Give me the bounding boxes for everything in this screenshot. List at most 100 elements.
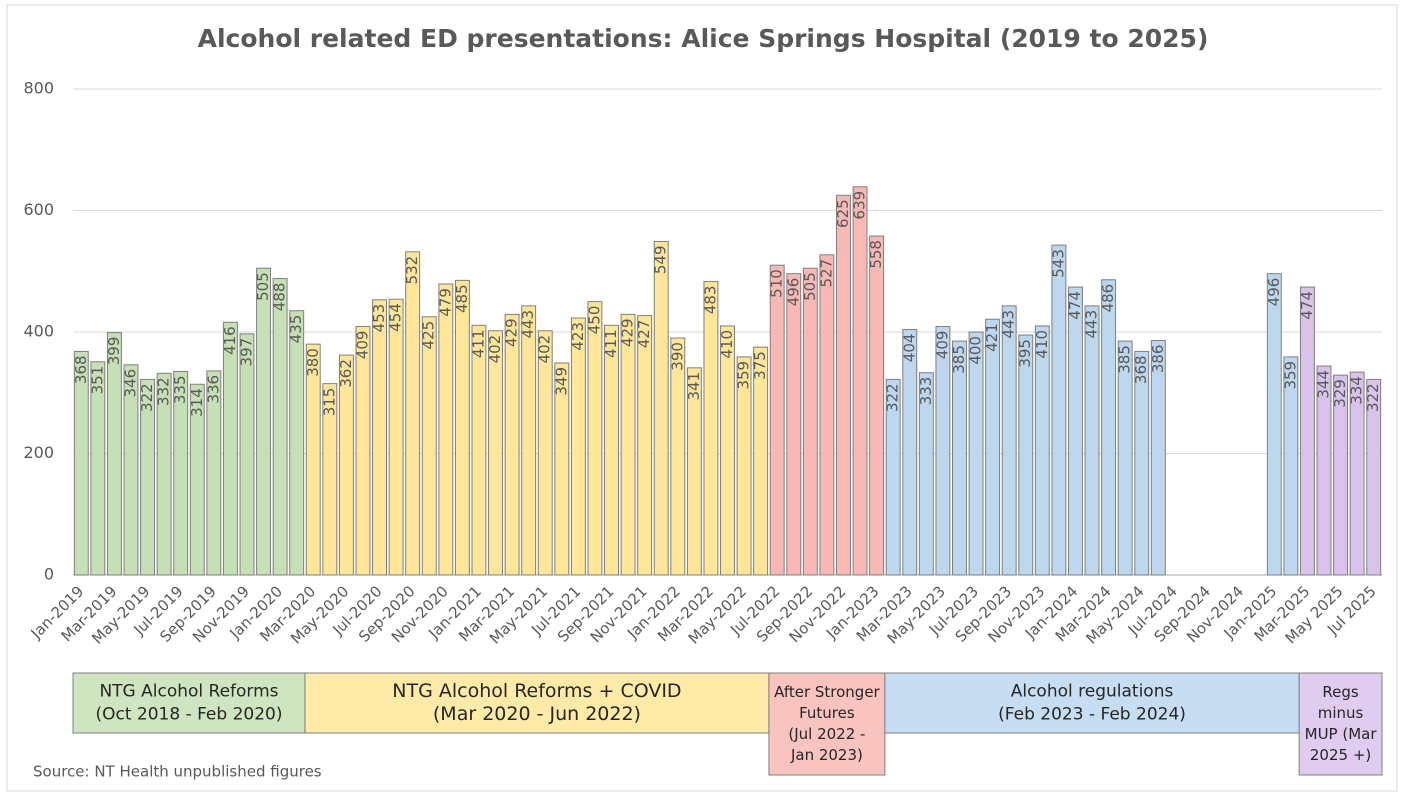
bar xyxy=(1349,371,1365,576)
data-label: 359 xyxy=(735,361,753,390)
data-label: 329 xyxy=(1331,379,1349,408)
data-label: 474 xyxy=(1298,291,1316,320)
bar xyxy=(140,378,156,576)
bar xyxy=(106,332,122,576)
bar xyxy=(73,350,89,576)
period-label: After Stronger xyxy=(774,683,880,701)
data-label: 380 xyxy=(304,348,322,377)
bar xyxy=(902,329,918,576)
bar xyxy=(1333,374,1349,576)
data-label: 549 xyxy=(652,245,670,274)
data-label: 543 xyxy=(1049,249,1067,278)
data-label: 423 xyxy=(569,322,587,351)
data-label: 558 xyxy=(867,240,885,269)
data-label: 397 xyxy=(237,338,255,367)
data-label: 474 xyxy=(1066,291,1084,320)
period-box xyxy=(884,672,1300,734)
period-label: (Jul 2022 - xyxy=(788,725,865,743)
data-label: 421 xyxy=(983,323,1001,352)
data-label: 425 xyxy=(420,321,438,350)
bar xyxy=(123,364,139,576)
bar xyxy=(554,362,570,576)
data-label: 346 xyxy=(121,369,139,398)
bar xyxy=(1068,286,1083,576)
bar xyxy=(670,337,686,576)
data-label: 335 xyxy=(171,375,189,404)
bar xyxy=(620,313,636,576)
bar xyxy=(604,324,619,576)
data-label: 333 xyxy=(917,377,935,406)
data-label: 454 xyxy=(387,303,405,332)
data-label: 411 xyxy=(469,329,487,358)
data-label: 429 xyxy=(619,318,637,347)
bar xyxy=(206,370,222,576)
bar xyxy=(189,383,205,576)
bar xyxy=(935,326,951,576)
source-note: Source: NT Health unpublished figures xyxy=(33,763,322,781)
bar xyxy=(720,325,735,576)
bar xyxy=(836,194,851,576)
bar xyxy=(753,346,769,576)
data-label: 443 xyxy=(519,310,537,339)
data-label: 505 xyxy=(254,272,272,301)
bar xyxy=(471,324,487,576)
data-label: 410 xyxy=(718,330,736,359)
data-label: 368 xyxy=(1132,355,1150,384)
bar xyxy=(239,333,255,576)
bar xyxy=(355,326,371,576)
data-label: 395 xyxy=(1016,339,1034,368)
data-label: 315 xyxy=(320,388,338,417)
bar xyxy=(305,343,321,576)
period-box xyxy=(1298,672,1383,776)
bar xyxy=(421,316,437,576)
bar xyxy=(372,299,387,576)
bar xyxy=(90,361,106,576)
data-label: 385 xyxy=(1116,345,1134,374)
bar xyxy=(438,283,454,576)
bar xyxy=(173,370,189,576)
bar xyxy=(272,278,288,576)
data-label: 443 xyxy=(1083,310,1101,339)
data-label: 435 xyxy=(287,315,305,344)
data-label: 334 xyxy=(1348,376,1366,405)
bar xyxy=(488,330,503,576)
bar xyxy=(686,367,702,576)
data-label: 409 xyxy=(353,331,371,360)
bar xyxy=(819,254,835,576)
y-tick-label: 400 xyxy=(23,322,54,341)
data-label: 368 xyxy=(72,355,90,384)
data-label: 386 xyxy=(1149,345,1167,374)
bar xyxy=(1150,340,1166,576)
period-label: NTG Alcohol Reforms xyxy=(99,682,278,702)
data-label: 359 xyxy=(1281,361,1299,390)
bar xyxy=(1316,365,1332,576)
bar xyxy=(256,267,272,576)
bar xyxy=(885,378,901,576)
bar xyxy=(1084,305,1100,576)
data-label: 409 xyxy=(933,331,951,360)
period-label: minus xyxy=(1318,704,1364,722)
bar xyxy=(869,235,885,576)
data-label: 496 xyxy=(1265,278,1283,307)
bar xyxy=(289,310,305,576)
data-label: 399 xyxy=(105,337,123,366)
data-label: 411 xyxy=(602,329,620,358)
bar xyxy=(454,279,470,576)
data-label: 402 xyxy=(536,335,554,364)
bar xyxy=(968,331,984,576)
bar xyxy=(1366,378,1382,576)
data-label: 375 xyxy=(751,351,769,380)
data-label: 332 xyxy=(155,377,173,406)
bar xyxy=(388,298,404,576)
data-label: 485 xyxy=(453,284,471,313)
period-label: (Oct 2018 - Feb 2020) xyxy=(95,705,282,725)
bar xyxy=(1283,356,1299,576)
bar xyxy=(653,240,669,576)
bar xyxy=(504,313,520,576)
data-label: 341 xyxy=(685,372,703,401)
data-label: 322 xyxy=(884,383,902,412)
bar xyxy=(736,356,752,576)
data-label: 390 xyxy=(668,342,686,371)
bar xyxy=(852,186,868,576)
